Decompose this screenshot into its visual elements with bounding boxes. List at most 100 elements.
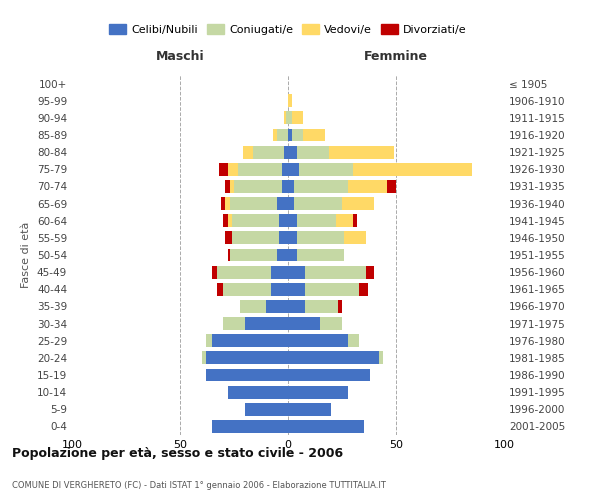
Bar <box>227 248 230 262</box>
Bar <box>223 317 245 330</box>
Bar <box>281 180 288 193</box>
Bar <box>349 180 388 193</box>
Y-axis label: Fasce di età: Fasce di età <box>22 222 31 288</box>
Bar <box>232 232 280 244</box>
Bar <box>335 214 353 227</box>
Bar <box>234 180 281 193</box>
Bar <box>379 352 383 364</box>
Bar <box>320 317 342 330</box>
Bar <box>219 163 227 175</box>
Bar <box>212 334 288 347</box>
Bar <box>284 146 288 158</box>
Bar <box>238 163 281 175</box>
Bar <box>245 317 288 330</box>
Legend: Celibi/Nubili, Coniugati/e, Vedovi/e, Divorziati/e: Celibi/Nubili, Coniugati/e, Vedovi/e, Di… <box>105 20 471 39</box>
Bar <box>288 163 299 175</box>
Bar <box>245 403 288 415</box>
Bar <box>217 266 271 278</box>
Text: Popolazione per età, sesso e stato civile - 2006: Popolazione per età, sesso e stato civil… <box>12 448 343 460</box>
Bar <box>221 197 226 210</box>
Bar <box>217 283 223 296</box>
Bar <box>280 232 288 244</box>
Bar <box>288 352 379 364</box>
Bar <box>353 163 472 175</box>
Bar <box>226 180 230 193</box>
Bar <box>277 128 288 141</box>
Bar <box>359 283 368 296</box>
Bar <box>296 214 335 227</box>
Bar <box>288 420 364 433</box>
Bar <box>230 180 234 193</box>
Bar <box>241 300 266 313</box>
Bar <box>288 180 295 193</box>
Bar <box>288 214 296 227</box>
Bar <box>227 386 288 398</box>
Bar <box>296 146 329 158</box>
Bar <box>303 128 325 141</box>
Bar <box>295 197 342 210</box>
Bar <box>305 266 366 278</box>
Bar <box>288 146 296 158</box>
Bar <box>277 197 288 210</box>
Bar <box>288 386 349 398</box>
Bar <box>206 334 212 347</box>
Bar <box>305 283 359 296</box>
Bar <box>223 214 227 227</box>
Bar <box>295 180 349 193</box>
Bar <box>230 197 277 210</box>
Bar <box>292 112 303 124</box>
Bar <box>288 232 296 244</box>
Bar <box>226 197 230 210</box>
Bar <box>329 146 394 158</box>
Bar <box>273 128 277 141</box>
Bar <box>223 283 271 296</box>
Bar <box>288 112 292 124</box>
Bar <box>271 283 288 296</box>
Bar <box>388 180 396 193</box>
Bar <box>344 232 366 244</box>
Bar <box>266 300 288 313</box>
Bar <box>288 300 305 313</box>
Bar <box>296 232 344 244</box>
Bar <box>230 248 277 262</box>
Bar <box>288 266 305 278</box>
Bar <box>277 248 288 262</box>
Bar <box>288 128 292 141</box>
Bar <box>305 300 338 313</box>
Bar <box>288 317 320 330</box>
Bar <box>232 214 280 227</box>
Bar <box>288 94 292 107</box>
Bar <box>299 163 353 175</box>
Bar <box>366 266 374 278</box>
Bar <box>271 266 288 278</box>
Bar <box>288 334 349 347</box>
Bar <box>296 248 344 262</box>
Bar <box>288 248 296 262</box>
Bar <box>281 163 288 175</box>
Bar <box>342 197 374 210</box>
Text: Maschi: Maschi <box>155 50 205 63</box>
Bar <box>227 163 238 175</box>
Bar <box>212 266 217 278</box>
Bar <box>338 300 342 313</box>
Bar <box>227 214 232 227</box>
Bar <box>253 146 284 158</box>
Bar <box>292 128 303 141</box>
Bar <box>202 352 206 364</box>
Bar <box>288 368 370 382</box>
Bar <box>286 112 288 124</box>
Bar <box>280 214 288 227</box>
Bar <box>288 283 305 296</box>
Text: Femmine: Femmine <box>364 50 428 63</box>
Bar <box>284 112 286 124</box>
Bar <box>353 214 357 227</box>
Bar <box>206 368 288 382</box>
Bar <box>226 232 232 244</box>
Bar <box>349 334 359 347</box>
Text: COMUNE DI VERGHERETO (FC) - Dati ISTAT 1° gennaio 2006 - Elaborazione TUTTITALIA: COMUNE DI VERGHERETO (FC) - Dati ISTAT 1… <box>12 480 386 490</box>
Bar <box>242 146 253 158</box>
Bar <box>288 197 295 210</box>
Bar <box>212 420 288 433</box>
Bar <box>206 352 288 364</box>
Bar <box>288 403 331 415</box>
